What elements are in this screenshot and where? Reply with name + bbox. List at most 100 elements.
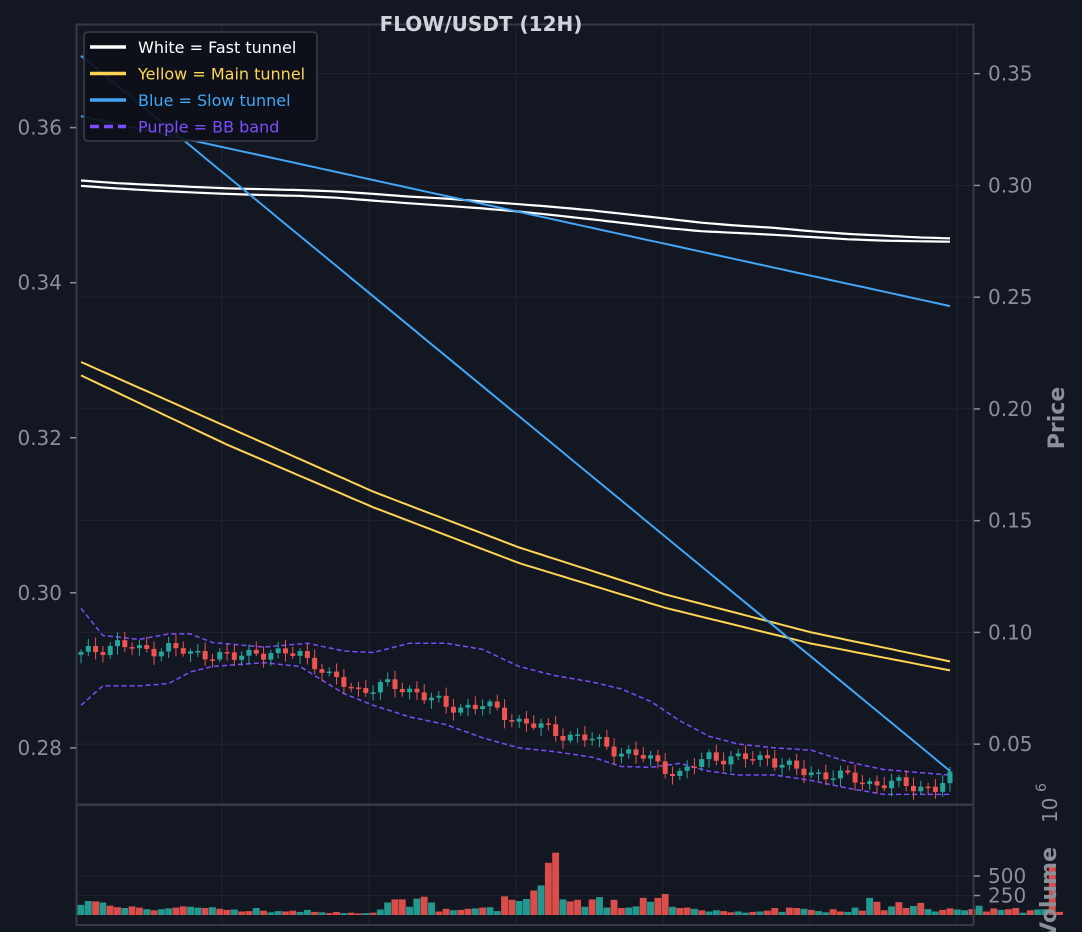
candle-body bbox=[925, 786, 931, 789]
volume-bar bbox=[362, 913, 370, 915]
volume-tick-label: 250 bbox=[988, 884, 1026, 908]
candle-body bbox=[195, 651, 201, 653]
candle-body bbox=[874, 781, 880, 786]
candle-body bbox=[173, 643, 179, 649]
volume-bar bbox=[895, 902, 903, 915]
volume-bar bbox=[413, 898, 421, 915]
tunnel-line bbox=[80, 374, 951, 672]
volume-bar bbox=[771, 908, 779, 915]
candle-body bbox=[596, 737, 602, 739]
volume-bar bbox=[639, 897, 647, 915]
candle-body bbox=[136, 645, 142, 649]
candle-body bbox=[304, 651, 310, 658]
volume-exponent-power: 6 bbox=[1034, 783, 1050, 792]
volume-bar bbox=[625, 907, 633, 915]
candle-body bbox=[567, 734, 573, 741]
volume-bar bbox=[216, 908, 224, 915]
candle-body bbox=[334, 671, 340, 678]
candle-body bbox=[721, 760, 727, 765]
volume-bar bbox=[844, 911, 852, 915]
volume-bar bbox=[420, 896, 428, 915]
candle-body bbox=[268, 653, 274, 660]
volume-bar bbox=[924, 909, 932, 915]
volume-bar bbox=[391, 899, 399, 915]
volume-bar bbox=[464, 908, 472, 915]
volume-bar bbox=[931, 911, 939, 915]
price-tick-label: 0.30 bbox=[988, 173, 1033, 197]
volume-bar bbox=[172, 907, 180, 915]
candle-body bbox=[180, 648, 186, 654]
candle-body bbox=[633, 749, 639, 756]
candle-body bbox=[494, 701, 500, 708]
volume-bar bbox=[552, 852, 560, 915]
candle-body bbox=[735, 753, 741, 757]
volume-bar bbox=[508, 899, 516, 915]
legend-label: Purple = BB band bbox=[138, 118, 279, 137]
price-axis-ticks: 0.05 0.10 0.15 0.20 0.25 0.30 0.35 bbox=[974, 62, 1033, 756]
volume-bar bbox=[530, 890, 538, 915]
volume-bar bbox=[523, 899, 530, 915]
candle-body bbox=[253, 649, 259, 654]
left-tick-label: 0.30 bbox=[17, 581, 62, 605]
left-axis-ticks: 0.28 0.30 0.32 0.34 0.36 bbox=[17, 116, 76, 760]
candle-body bbox=[823, 772, 829, 780]
price-axis-label: Price bbox=[1045, 387, 1070, 449]
price-panel bbox=[75, 23, 975, 806]
candle-body bbox=[545, 723, 551, 725]
volume-bar bbox=[610, 899, 618, 915]
candle-body bbox=[166, 643, 172, 652]
candle-body bbox=[626, 749, 632, 754]
volume-bar bbox=[968, 909, 976, 915]
legend-label: Blue = Slow tunnel bbox=[138, 91, 291, 110]
volume-bar bbox=[230, 909, 238, 915]
candle-body bbox=[290, 653, 296, 656]
candle-body bbox=[209, 659, 215, 661]
candle-body bbox=[881, 785, 887, 789]
volume-bar bbox=[537, 885, 545, 915]
candle-body bbox=[100, 652, 106, 655]
candle-body bbox=[122, 640, 128, 648]
volume-bar bbox=[888, 906, 895, 915]
candle-body bbox=[509, 720, 515, 722]
candle-body bbox=[115, 640, 121, 647]
volume-bar bbox=[574, 899, 581, 915]
volume-bar bbox=[136, 907, 143, 915]
candle-body bbox=[772, 758, 778, 768]
candle-body bbox=[947, 771, 953, 784]
volume-bar bbox=[873, 901, 881, 915]
candle-body bbox=[618, 753, 624, 757]
candle-body bbox=[202, 651, 208, 660]
left-tick-label: 0.28 bbox=[17, 736, 62, 760]
left-tick-label: 0.34 bbox=[17, 271, 62, 295]
candle-body bbox=[794, 760, 800, 769]
volume-bar bbox=[150, 910, 158, 915]
candle-body bbox=[246, 649, 252, 656]
candle-body bbox=[743, 753, 749, 760]
volume-bar bbox=[274, 911, 282, 915]
volume-bar bbox=[983, 911, 990, 915]
candle-body bbox=[830, 778, 836, 780]
price-tick-label: 0.05 bbox=[988, 732, 1033, 756]
volume-bar bbox=[690, 908, 698, 915]
volume-bar bbox=[749, 911, 757, 915]
price-tick-label: 0.35 bbox=[988, 62, 1033, 86]
candle-body bbox=[691, 766, 697, 769]
volume-bar bbox=[581, 906, 589, 915]
candle-body bbox=[355, 687, 361, 689]
tunnel-layer bbox=[80, 55, 951, 772]
candle-body bbox=[867, 781, 873, 785]
candle-body bbox=[363, 688, 369, 693]
volume-bar bbox=[384, 902, 392, 915]
candle-body bbox=[399, 689, 405, 693]
tunnel-line bbox=[80, 361, 951, 663]
bb-band-upper bbox=[80, 607, 951, 776]
candle-body bbox=[429, 697, 435, 701]
candle-body bbox=[845, 770, 851, 773]
volume-bar bbox=[727, 912, 735, 915]
candle-body bbox=[151, 648, 157, 657]
candle-body bbox=[370, 692, 376, 694]
candle-body bbox=[801, 768, 807, 776]
candle-body bbox=[553, 724, 559, 736]
candle-body bbox=[436, 695, 442, 698]
